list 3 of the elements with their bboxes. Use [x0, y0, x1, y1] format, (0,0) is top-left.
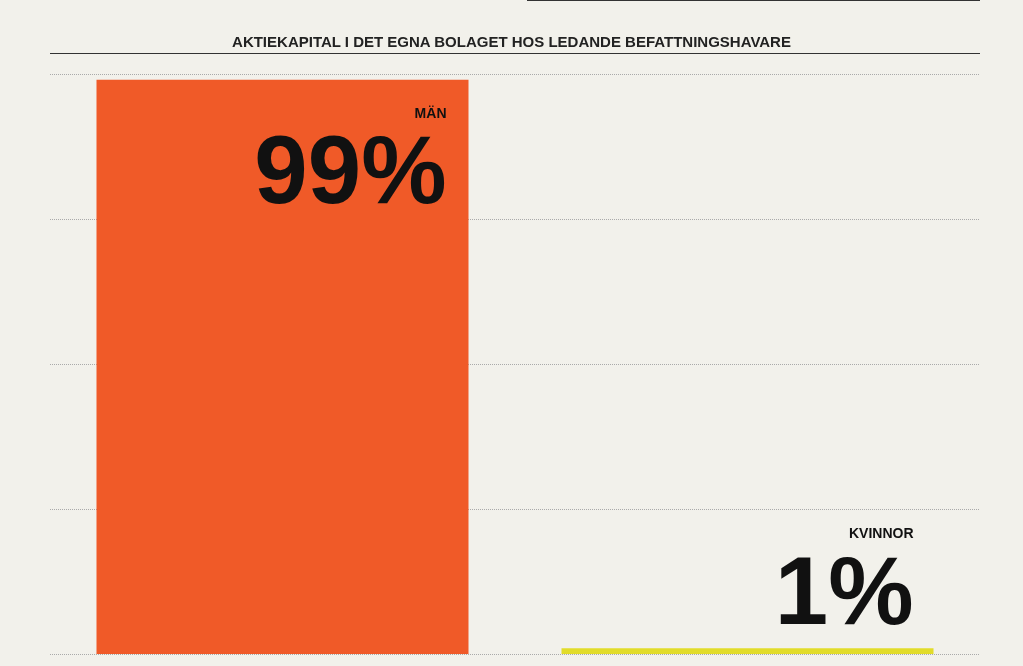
- x-tick-label: KVINNOR: [848, 525, 914, 542]
- chart-title: AKTIEKAPITAL I DET EGNA BOLAGET HOS LEDANDE BEFATTNINGSHAVARE: [232, 33, 791, 50]
- x-tick-label: MÄN: [414, 104, 447, 121]
